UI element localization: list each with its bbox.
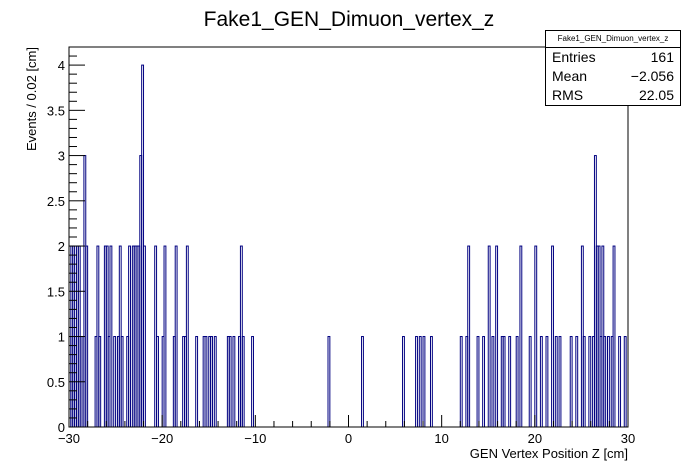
histogram-bin <box>210 336 213 428</box>
histogram-bin <box>545 336 549 428</box>
histogram-bin <box>361 336 364 428</box>
histogram-bin <box>415 336 418 428</box>
histogram-bin <box>85 245 89 428</box>
histogram-bars <box>68 64 627 428</box>
stats-row-mean: Mean −2.056 <box>546 67 680 86</box>
x-tick-label: −20 <box>151 431 173 446</box>
x-tick-label: 10 <box>434 431 448 446</box>
histogram-bin <box>612 245 616 428</box>
histogram-bin <box>418 336 422 428</box>
stats-title: Fake1_GEN_Dimuon_vertex_z <box>546 31 680 48</box>
stats-entries-label: Entries <box>552 49 596 65</box>
histogram-bin <box>539 336 543 428</box>
histogram-bin <box>422 336 426 428</box>
histogram-bin <box>228 336 232 428</box>
histogram-bin <box>502 336 506 428</box>
y-tick-label: 4 <box>58 58 65 73</box>
histogram-bin <box>251 336 254 428</box>
x-tick-label: 30 <box>621 431 635 446</box>
x-tick-label: −30 <box>58 431 80 446</box>
histogram-bin <box>156 336 159 428</box>
y-tick-label: 2 <box>58 239 65 254</box>
histogram-bin <box>120 336 124 428</box>
x-axis-ticks: −30 −20 −10 0 10 20 30 <box>58 415 635 446</box>
histogram-bin <box>582 336 586 428</box>
y-tick-label: 0.5 <box>47 375 65 390</box>
histogram-bin <box>213 336 217 428</box>
histogram-bin <box>487 245 491 428</box>
histogram-bin <box>204 336 208 428</box>
histogram-bin <box>558 336 562 428</box>
stats-row-rms: RMS 22.05 <box>546 86 680 105</box>
histogram-bin <box>143 245 146 428</box>
stats-mean-value: −2.056 <box>630 68 674 84</box>
y-tick-label: 0 <box>58 420 65 435</box>
x-tick-label: 0 <box>345 431 352 446</box>
stats-row-entries: Entries 161 <box>546 48 680 67</box>
histogram-bin <box>109 245 113 428</box>
y-tick-label: 1 <box>58 330 65 345</box>
chart-title: Fake1_GEN_Dimuon_vertex_z <box>204 8 495 31</box>
histogram-bin <box>482 336 486 428</box>
y-axis-ticks: 0 0.5 1 1.5 2 2.5 3 3.5 4 <box>47 46 85 435</box>
histogram-bin <box>174 245 178 428</box>
histogram-bin <box>575 336 579 428</box>
histogram-bin <box>113 336 117 428</box>
histogram-bin <box>534 245 538 428</box>
histogram-bin <box>618 336 622 428</box>
histogram-bin <box>623 336 627 428</box>
histogram-bin <box>467 245 471 428</box>
y-tick-label: 3.5 <box>47 103 65 118</box>
stats-rms-value: 22.05 <box>638 87 674 103</box>
histogram-bin <box>327 336 331 428</box>
histogram-bin <box>185 245 189 428</box>
histogram-bin <box>128 245 131 428</box>
stats-box: Fake1_GEN_Dimuon_vertex_z Entries 161 Me… <box>545 30 681 106</box>
histogram-bin <box>554 336 558 428</box>
histogram-bin <box>98 336 102 428</box>
histogram-bin <box>459 336 463 428</box>
x-tick-label: −10 <box>244 431 266 446</box>
histogram-bin <box>495 245 499 428</box>
stats-rms-label: RMS <box>552 87 584 103</box>
histogram-bin <box>515 336 519 428</box>
y-axis-label: Events / 0.02 [cm] <box>24 47 39 151</box>
histogram-bin <box>519 245 523 428</box>
histogram-bin <box>195 336 199 428</box>
histogram-bin <box>429 336 433 428</box>
histogram-bin <box>588 336 592 428</box>
histogram-bin <box>491 336 495 428</box>
y-tick-label: 3 <box>58 149 65 164</box>
histogram-bin <box>163 245 167 428</box>
x-tick-label: 20 <box>528 431 542 446</box>
x-axis-label: GEN Vertex Position Z [cm] <box>470 446 628 461</box>
histogram-bin <box>402 336 405 428</box>
stats-mean-label: Mean <box>552 68 588 84</box>
histogram-bin <box>603 336 607 428</box>
histogram-bin <box>551 245 554 428</box>
histogram-bin <box>607 336 610 428</box>
histogram-bin <box>232 336 236 428</box>
y-tick-label: 1.5 <box>47 284 65 299</box>
y-tick-label: 2.5 <box>47 194 65 209</box>
histogram-bin <box>508 336 512 428</box>
histogram-bin <box>476 336 480 428</box>
stats-entries-value: 161 <box>650 49 674 65</box>
histogram-bin <box>569 336 573 428</box>
histogram-bin <box>528 336 532 428</box>
histogram-bin <box>241 336 245 428</box>
